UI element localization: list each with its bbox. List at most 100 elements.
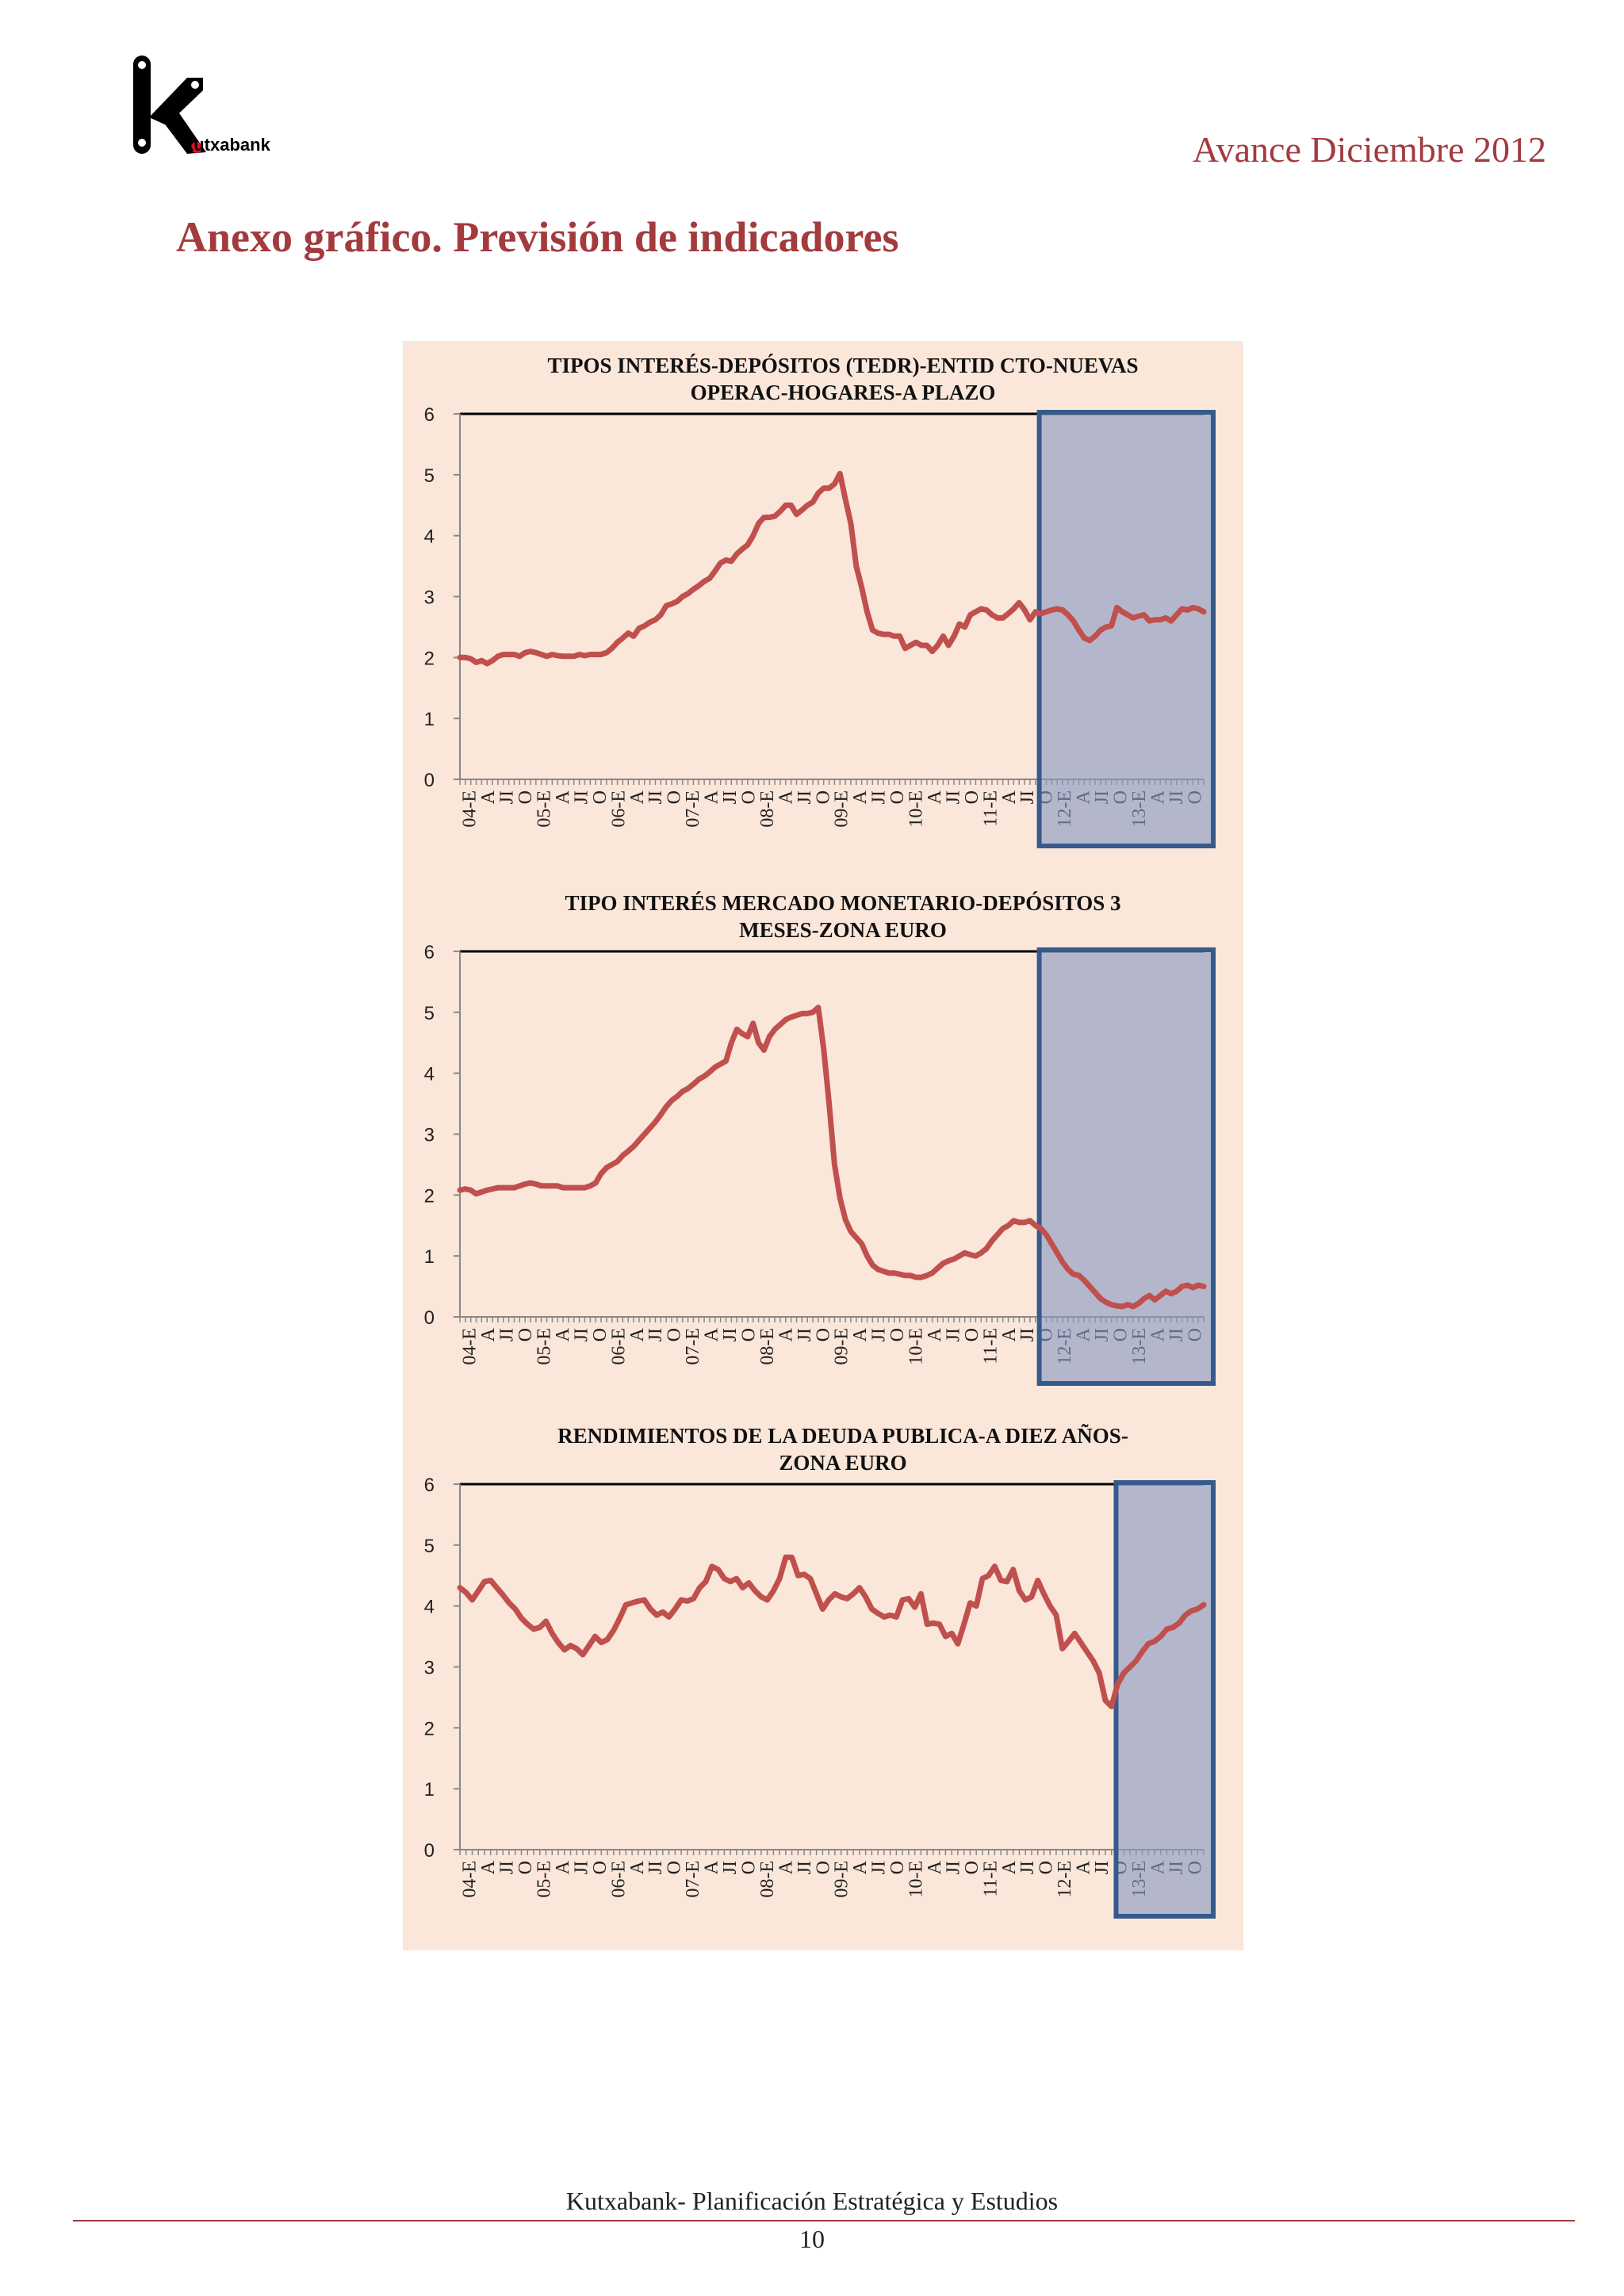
y-tick-label: 0 <box>424 770 435 791</box>
x-tick-label: O <box>515 1861 536 1874</box>
y-tick-label: 2 <box>424 648 435 669</box>
x-tick-label: O <box>738 1861 759 1874</box>
x-tick-label: 06-E <box>608 790 629 828</box>
y-tick-label: 2 <box>424 1718 435 1739</box>
x-tick-label: JI <box>645 1328 666 1341</box>
x-tick-label: 04-E <box>460 1861 481 1898</box>
x-tick-label: JI <box>795 1328 815 1341</box>
x-tick-label: A <box>702 790 722 804</box>
x-tick-label: 06-E <box>608 1861 629 1898</box>
x-tick-label: A <box>776 1327 796 1341</box>
x-tick-label: A <box>925 790 945 804</box>
footer-divider <box>73 2220 1575 2221</box>
x-tick-label: A <box>925 1327 945 1341</box>
x-tick-label: O <box>665 1328 685 1341</box>
y-tick-label: 4 <box>424 1064 435 1085</box>
x-tick-label: JI <box>720 1861 741 1874</box>
x-tick-label: JI <box>943 1861 963 1874</box>
x-tick-label: JI <box>571 1861 592 1874</box>
x-tick-label: O <box>813 1328 833 1341</box>
x-tick-label: A <box>1074 1860 1094 1874</box>
x-tick-label: 05-E <box>534 1328 555 1365</box>
kutxabank-logo <box>127 49 333 168</box>
x-tick-label: 08-E <box>757 1861 778 1898</box>
y-tick-label: 1 <box>424 1246 435 1268</box>
x-tick-label: JI <box>1092 1861 1113 1874</box>
chart-panel-bond-yields: RENDIMIENTOS DE LA DEUDA PUBLICA-A DIEZ … <box>403 1411 1243 1950</box>
x-tick-label: O <box>887 1328 908 1341</box>
x-tick-label: JI <box>645 1861 666 1874</box>
x-tick-label: O <box>738 790 759 804</box>
series-line <box>457 1004 1207 1310</box>
x-tick-label: O <box>887 1861 908 1874</box>
x-tick-label: JI <box>497 1861 518 1874</box>
x-tick-label: A <box>999 1327 1020 1341</box>
x-tick-label: 12-E <box>1055 1861 1075 1898</box>
x-tick-label: 07-E <box>683 1328 703 1365</box>
chart-title-line: MESES-ZONA EURO <box>739 918 947 942</box>
x-tick-label: JI <box>645 790 666 804</box>
x-tick-label: A <box>925 1860 945 1874</box>
series-line <box>457 470 1207 667</box>
forecast-region <box>1113 1480 1216 1919</box>
x-tick-label: A <box>553 1327 573 1341</box>
y-tick-label: 2 <box>424 1185 435 1207</box>
x-tick-label: O <box>1036 1861 1057 1874</box>
x-tick-label: 09-E <box>832 1328 852 1365</box>
chart-bond-yields: RENDIMIENTOS DE LA DEUDA PUBLICA-A DIEZ … <box>424 1424 1216 1919</box>
x-tick-label: A <box>627 1860 648 1874</box>
x-tick-label: JI <box>497 1328 518 1341</box>
x-tick-label: 05-E <box>534 1861 555 1898</box>
kutxabank-logo-mark <box>133 55 206 154</box>
report-date: Avance Diciembre 2012 <box>1192 129 1546 170</box>
chart-title-line: TIPOS INTERÉS-DEPÓSITOS (TEDR)-ENTID CTO… <box>548 354 1139 377</box>
footer-text: Kutxabank- Planificación Estratégica y E… <box>565 2187 1059 2215</box>
x-tick-label: JI <box>1017 1861 1038 1874</box>
brand-name: kutxabank <box>184 135 270 155</box>
x-tick-label: A <box>627 790 648 804</box>
x-tick-label: A <box>478 1327 499 1341</box>
x-tick-label: 04-E <box>460 1328 481 1365</box>
x-tick-label: O <box>590 1328 611 1341</box>
x-tick-label: 07-E <box>683 1861 703 1898</box>
x-tick-label: 10-E <box>906 1328 927 1365</box>
x-tick-label: JI <box>720 790 741 804</box>
x-tick-label: JI <box>869 790 890 804</box>
y-tick-label: 3 <box>424 1658 435 1679</box>
x-tick-label: 11-E <box>980 790 1001 827</box>
y-tick-label: 1 <box>424 1779 435 1800</box>
x-tick-label: O <box>813 1861 833 1874</box>
x-tick-label: 10-E <box>906 790 927 828</box>
x-tick-label: O <box>813 790 833 804</box>
x-tick-label: JI <box>497 790 518 804</box>
x-tick-label: JI <box>943 790 963 804</box>
x-tick-label: JI <box>571 790 592 804</box>
x-tick-label: O <box>590 1861 611 1874</box>
forecast-region <box>1036 410 1216 848</box>
chart-panel-money-market: TIPO INTERÉS MERCADO MONETARIO-DEPÓSITOS… <box>403 878 1243 1418</box>
x-tick-label: JI <box>943 1328 963 1341</box>
x-tick-label: 11-E <box>980 1861 1001 1897</box>
x-tick-label: A <box>850 1860 871 1874</box>
x-tick-label: 10-E <box>906 1861 927 1898</box>
chart-deposit-rates: TIPOS INTERÉS-DEPÓSITOS (TEDR)-ENTID CTO… <box>424 354 1216 848</box>
y-tick-label: 5 <box>424 465 435 487</box>
x-tick-label: JI <box>869 1328 890 1341</box>
x-tick-label: A <box>627 1327 648 1341</box>
y-tick-label: 6 <box>424 404 435 426</box>
x-tick-label: A <box>776 1860 796 1874</box>
x-tick-label: 06-E <box>608 1328 629 1365</box>
x-tick-label: O <box>887 790 908 804</box>
x-tick-label: 04-E <box>460 790 481 828</box>
x-tick-label: A <box>702 1327 722 1341</box>
x-tick-label: O <box>962 1328 982 1341</box>
x-tick-label: 07-E <box>683 790 703 828</box>
x-tick-label: 05-E <box>534 790 555 828</box>
y-tick-label: 0 <box>424 1840 435 1862</box>
section-title: Anexo gráfico. Previsión de indicadores <box>176 213 899 261</box>
y-tick-label: 6 <box>424 942 435 963</box>
x-tick-label: A <box>999 1860 1020 1874</box>
x-tick-label: A <box>553 1860 573 1874</box>
x-tick-label: O <box>515 1328 536 1341</box>
x-tick-label: JI <box>1017 790 1038 804</box>
